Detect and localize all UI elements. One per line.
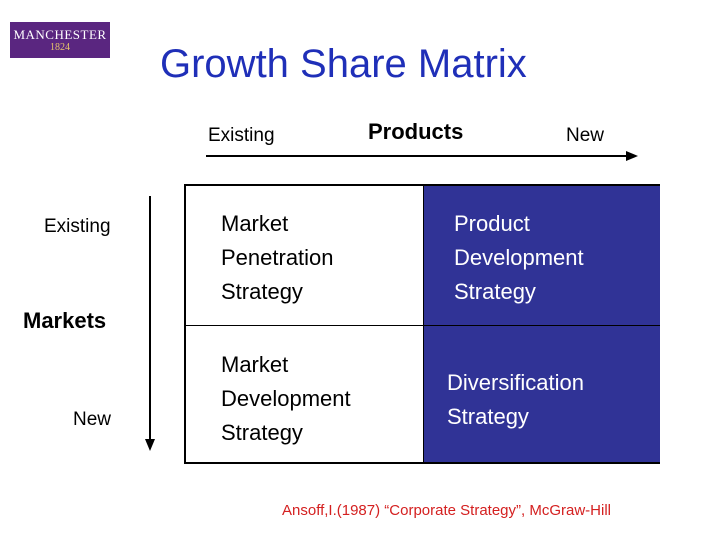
markets-axis-title: Markets	[23, 308, 107, 333]
markets-existing-label: Existing	[44, 216, 111, 237]
growth-matrix: Market Penetration Strategy Product Deve…	[184, 184, 660, 464]
cell-text-line: Strategy	[454, 279, 536, 304]
markets-new-label: New	[73, 409, 112, 430]
cell-text-line: Product	[454, 211, 530, 236]
cell-text-line: Diversification	[447, 370, 584, 395]
cell-text-line: Strategy	[447, 404, 529, 429]
cell-text-line: Development	[221, 386, 351, 411]
page-title: Growth Share Matrix	[160, 42, 527, 86]
cell-market-development: Market Development Strategy	[186, 326, 424, 462]
cell-text-line: Development	[454, 245, 584, 270]
products-arrow-icon	[206, 151, 638, 161]
university-logo: MANCHESTER 1824	[10, 22, 110, 58]
cell-text-line: Market	[221, 211, 289, 236]
cell-text-line: Market	[221, 352, 289, 377]
cell-product-development: Product Development Strategy	[424, 186, 660, 326]
citation: Ansoff,I.(1987) “Corporate Strategy”, Mc…	[282, 502, 611, 519]
products-new-label: New	[566, 125, 605, 146]
cell-text-line: Penetration	[221, 245, 334, 270]
products-existing-label: Existing	[208, 125, 275, 146]
cell-diversification: Diversification Strategy	[424, 326, 660, 462]
logo-name: MANCHESTER	[13, 27, 107, 42]
markets-arrow-icon	[145, 196, 155, 451]
cell-text-line: Strategy	[221, 279, 303, 304]
cell-market-penetration: Market Penetration Strategy	[186, 186, 424, 326]
logo-year: 1824	[50, 42, 70, 53]
products-axis-title: Products	[368, 119, 464, 144]
cell-text-line: Strategy	[221, 420, 303, 445]
